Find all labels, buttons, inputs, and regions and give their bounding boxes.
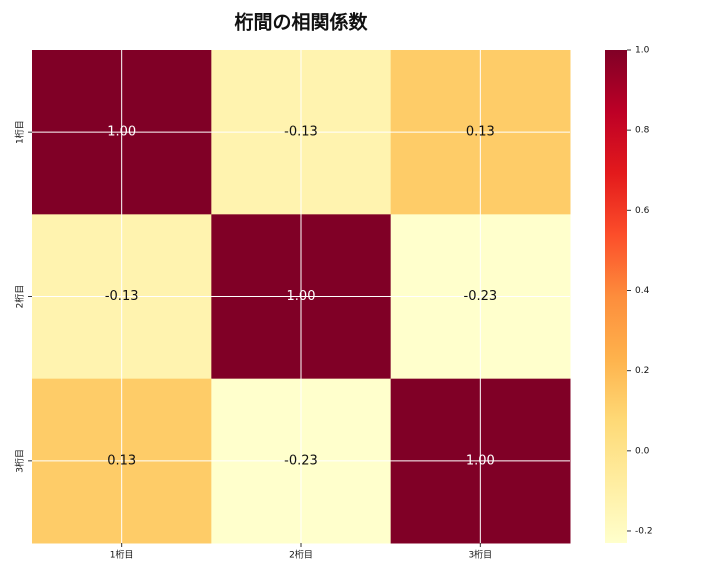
colorbar-tick-label: 0.0 xyxy=(635,446,650,456)
value-label: 0.13 xyxy=(466,125,495,140)
y-tick-label: 1桁目 xyxy=(14,120,26,144)
colorbar-tick-label: 0.6 xyxy=(635,206,650,216)
colorbar xyxy=(605,50,627,543)
value-label: 1.00 xyxy=(466,453,495,468)
x-tick-label: 3桁目 xyxy=(468,549,492,561)
x-tick-label: 1桁目 xyxy=(110,549,134,561)
colorbar-tick-label: 1.0 xyxy=(635,46,650,56)
y-tick-label: 3桁目 xyxy=(14,449,26,473)
colorbar-tick-label: 0.8 xyxy=(635,126,650,136)
x-tick-label: 2桁目 xyxy=(289,549,313,561)
chart-title: 桁間の相関係数 xyxy=(234,11,368,34)
value-label: -0.23 xyxy=(284,453,318,468)
value-label: 1.00 xyxy=(107,125,136,140)
colorbar-tick-label: -0.2 xyxy=(635,526,653,536)
value-label: -0.13 xyxy=(105,289,139,304)
value-label: -0.13 xyxy=(284,125,318,140)
colorbar-tick-label: 0.4 xyxy=(635,286,650,296)
y-tick-label: 2桁目 xyxy=(14,285,26,309)
value-label: 1.00 xyxy=(287,289,316,304)
value-label: 0.13 xyxy=(107,453,136,468)
value-label: -0.23 xyxy=(464,289,498,304)
colorbar-tick-label: 0.2 xyxy=(635,366,649,376)
